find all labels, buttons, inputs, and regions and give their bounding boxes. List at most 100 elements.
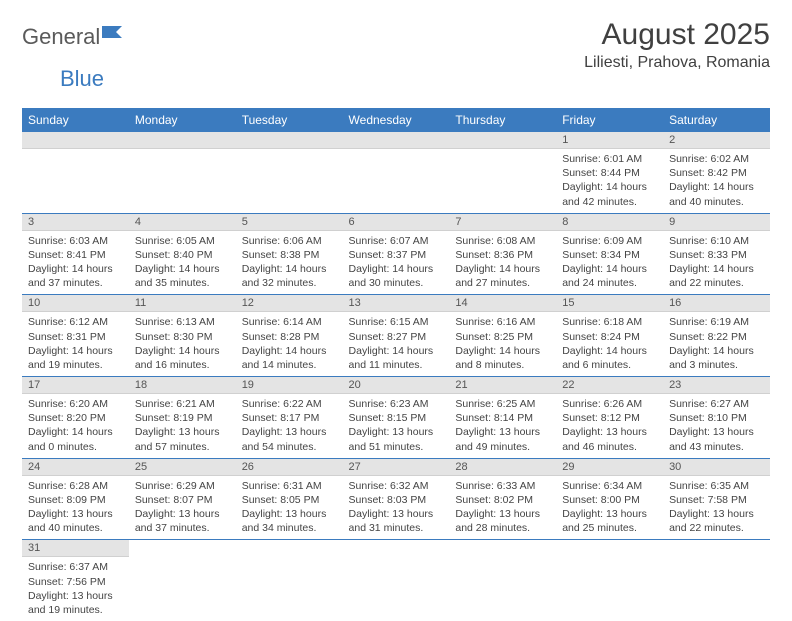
calendar-cell: 5Sunrise: 6:06 AMSunset: 8:38 PMDaylight… (236, 213, 343, 295)
day-details (129, 149, 236, 207)
calendar-cell: 29Sunrise: 6:34 AMSunset: 8:00 PMDayligh… (556, 458, 663, 540)
day-details (129, 555, 236, 613)
day-number (449, 132, 556, 149)
day-number: 28 (449, 459, 556, 476)
day-details: Sunrise: 6:31 AMSunset: 8:05 PMDaylight:… (236, 476, 343, 540)
calendar-cell: 2Sunrise: 6:02 AMSunset: 8:42 PMDaylight… (663, 132, 770, 213)
calendar-cell (236, 132, 343, 213)
weekday-header: Friday (556, 108, 663, 132)
calendar-cell: 11Sunrise: 6:13 AMSunset: 8:30 PMDayligh… (129, 295, 236, 377)
day-details: Sunrise: 6:10 AMSunset: 8:33 PMDaylight:… (663, 231, 770, 295)
day-details (236, 555, 343, 613)
calendar-cell: 3Sunrise: 6:03 AMSunset: 8:41 PMDaylight… (22, 213, 129, 295)
calendar-cell: 28Sunrise: 6:33 AMSunset: 8:02 PMDayligh… (449, 458, 556, 540)
calendar-cell: 24Sunrise: 6:28 AMSunset: 8:09 PMDayligh… (22, 458, 129, 540)
day-details: Sunrise: 6:21 AMSunset: 8:19 PMDaylight:… (129, 394, 236, 458)
day-number: 25 (129, 459, 236, 476)
day-details: Sunrise: 6:33 AMSunset: 8:02 PMDaylight:… (449, 476, 556, 540)
day-number: 21 (449, 377, 556, 394)
day-details: Sunrise: 6:02 AMSunset: 8:42 PMDaylight:… (663, 149, 770, 213)
calendar-cell: 21Sunrise: 6:25 AMSunset: 8:14 PMDayligh… (449, 377, 556, 459)
calendar-cell: 7Sunrise: 6:08 AMSunset: 8:36 PMDaylight… (449, 213, 556, 295)
calendar-cell (129, 132, 236, 213)
day-details (449, 149, 556, 207)
calendar-cell (343, 132, 450, 213)
day-number (236, 540, 343, 555)
calendar-cell: 23Sunrise: 6:27 AMSunset: 8:10 PMDayligh… (663, 377, 770, 459)
calendar-cell: 1Sunrise: 6:01 AMSunset: 8:44 PMDaylight… (556, 132, 663, 213)
day-number: 6 (343, 214, 450, 231)
day-details: Sunrise: 6:09 AMSunset: 8:34 PMDaylight:… (556, 231, 663, 295)
day-details (236, 149, 343, 207)
day-number: 9 (663, 214, 770, 231)
calendar-header-row: SundayMondayTuesdayWednesdayThursdayFrid… (22, 108, 770, 132)
day-details: Sunrise: 6:06 AMSunset: 8:38 PMDaylight:… (236, 231, 343, 295)
day-number (449, 540, 556, 555)
calendar-cell (663, 540, 770, 621)
calendar-cell: 19Sunrise: 6:22 AMSunset: 8:17 PMDayligh… (236, 377, 343, 459)
calendar-cell: 26Sunrise: 6:31 AMSunset: 8:05 PMDayligh… (236, 458, 343, 540)
header: General August 2025 Liliesti, Prahova, R… (22, 18, 770, 72)
day-details: Sunrise: 6:19 AMSunset: 8:22 PMDaylight:… (663, 312, 770, 376)
day-number (129, 540, 236, 555)
calendar-cell: 25Sunrise: 6:29 AMSunset: 8:07 PMDayligh… (129, 458, 236, 540)
day-details: Sunrise: 6:05 AMSunset: 8:40 PMDaylight:… (129, 231, 236, 295)
weekday-header: Tuesday (236, 108, 343, 132)
calendar-cell (449, 540, 556, 621)
calendar-body: 1Sunrise: 6:01 AMSunset: 8:44 PMDaylight… (22, 132, 770, 621)
calendar-cell (236, 540, 343, 621)
calendar-cell: 8Sunrise: 6:09 AMSunset: 8:34 PMDaylight… (556, 213, 663, 295)
day-number (343, 132, 450, 149)
calendar-cell (343, 540, 450, 621)
day-number (556, 540, 663, 555)
day-details: Sunrise: 6:23 AMSunset: 8:15 PMDaylight:… (343, 394, 450, 458)
day-number: 27 (343, 459, 450, 476)
day-number (236, 132, 343, 149)
day-number: 20 (343, 377, 450, 394)
day-details (22, 149, 129, 207)
day-details: Sunrise: 6:16 AMSunset: 8:25 PMDaylight:… (449, 312, 556, 376)
day-number: 18 (129, 377, 236, 394)
calendar-cell: 15Sunrise: 6:18 AMSunset: 8:24 PMDayligh… (556, 295, 663, 377)
day-details: Sunrise: 6:07 AMSunset: 8:37 PMDaylight:… (343, 231, 450, 295)
day-details (663, 555, 770, 613)
day-details: Sunrise: 6:27 AMSunset: 8:10 PMDaylight:… (663, 394, 770, 458)
day-number: 12 (236, 295, 343, 312)
day-number: 22 (556, 377, 663, 394)
day-number: 11 (129, 295, 236, 312)
day-number (663, 540, 770, 555)
day-number (129, 132, 236, 149)
calendar-cell: 6Sunrise: 6:07 AMSunset: 8:37 PMDaylight… (343, 213, 450, 295)
day-number: 8 (556, 214, 663, 231)
day-details: Sunrise: 6:37 AMSunset: 7:56 PMDaylight:… (22, 557, 129, 621)
day-details (343, 555, 450, 613)
calendar-cell: 4Sunrise: 6:05 AMSunset: 8:40 PMDaylight… (129, 213, 236, 295)
day-number: 31 (22, 540, 129, 557)
calendar-cell (449, 132, 556, 213)
title-block: August 2025 Liliesti, Prahova, Romania (584, 18, 770, 72)
day-details: Sunrise: 6:08 AMSunset: 8:36 PMDaylight:… (449, 231, 556, 295)
day-number: 14 (449, 295, 556, 312)
day-number (343, 540, 450, 555)
day-number: 24 (22, 459, 129, 476)
day-details: Sunrise: 6:25 AMSunset: 8:14 PMDaylight:… (449, 394, 556, 458)
day-number: 2 (663, 132, 770, 149)
day-details: Sunrise: 6:13 AMSunset: 8:30 PMDaylight:… (129, 312, 236, 376)
day-details: Sunrise: 6:12 AMSunset: 8:31 PMDaylight:… (22, 312, 129, 376)
calendar-cell: 27Sunrise: 6:32 AMSunset: 8:03 PMDayligh… (343, 458, 450, 540)
day-details (556, 555, 663, 613)
calendar-cell: 16Sunrise: 6:19 AMSunset: 8:22 PMDayligh… (663, 295, 770, 377)
logo-text-general: General (22, 24, 100, 50)
calendar-cell: 10Sunrise: 6:12 AMSunset: 8:31 PMDayligh… (22, 295, 129, 377)
day-details: Sunrise: 6:03 AMSunset: 8:41 PMDaylight:… (22, 231, 129, 295)
day-details: Sunrise: 6:29 AMSunset: 8:07 PMDaylight:… (129, 476, 236, 540)
day-number: 16 (663, 295, 770, 312)
day-details: Sunrise: 6:32 AMSunset: 8:03 PMDaylight:… (343, 476, 450, 540)
logo-flag-icon (102, 23, 128, 46)
calendar-cell: 14Sunrise: 6:16 AMSunset: 8:25 PMDayligh… (449, 295, 556, 377)
month-title: August 2025 (584, 18, 770, 52)
calendar-table: SundayMondayTuesdayWednesdayThursdayFrid… (22, 108, 770, 621)
day-details: Sunrise: 6:01 AMSunset: 8:44 PMDaylight:… (556, 149, 663, 213)
day-details: Sunrise: 6:22 AMSunset: 8:17 PMDaylight:… (236, 394, 343, 458)
day-details: Sunrise: 6:18 AMSunset: 8:24 PMDaylight:… (556, 312, 663, 376)
